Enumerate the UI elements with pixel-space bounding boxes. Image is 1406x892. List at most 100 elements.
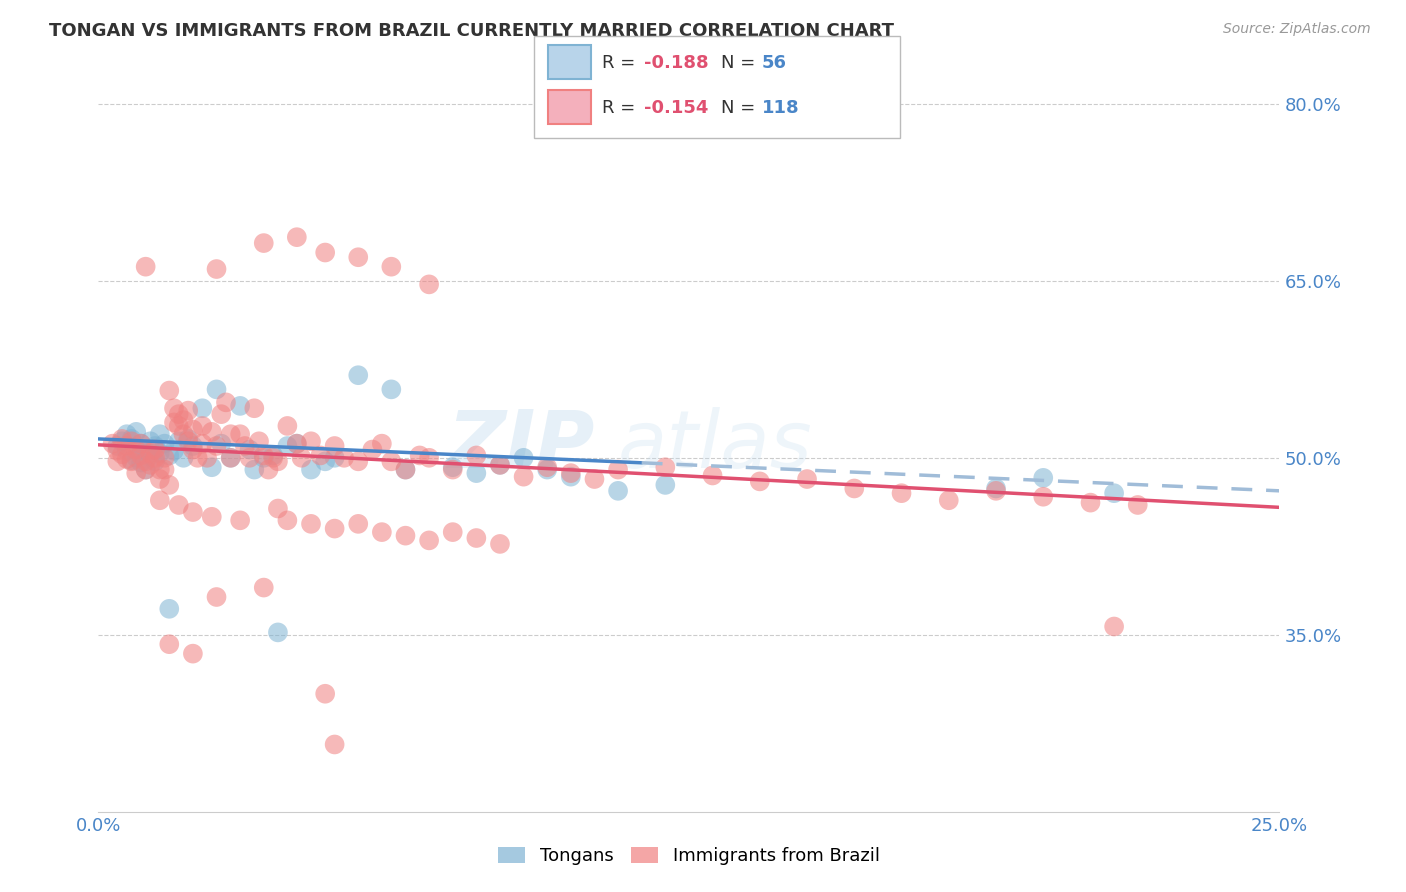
Legend: Tongans, Immigrants from Brazil: Tongans, Immigrants from Brazil [491,839,887,872]
Point [191,436,214,450]
Point [177,434,200,449]
Point [1102,619,1125,633]
Point [465,466,488,480]
Point [299,516,322,531]
Point [205,383,228,397]
Point [607,462,630,476]
Point [796,472,818,486]
Point [201,425,224,439]
Point [285,436,308,450]
Point [191,419,214,434]
Point [262,449,284,463]
Point [380,260,402,274]
Point [233,439,256,453]
Point [153,450,176,465]
Point [129,436,152,450]
Point [121,432,143,446]
Point [163,443,186,458]
Point [323,439,346,453]
Point [143,439,166,453]
Point [654,460,676,475]
Point [309,449,332,463]
Point [219,427,242,442]
Point [229,427,252,442]
Point [205,439,228,453]
Point [157,384,180,398]
Text: TONGAN VS IMMIGRANTS FROM BRAZIL CURRENTLY MARRIED CORRELATION CHART: TONGAN VS IMMIGRANTS FROM BRAZIL CURRENT… [49,22,894,40]
Point [215,395,238,409]
Point [129,449,152,463]
Text: R =: R = [602,54,641,71]
Point [121,434,143,449]
Point [285,436,308,450]
Point [172,427,194,442]
Point [239,442,262,457]
Point [163,401,186,416]
Point [129,436,152,450]
Point [347,516,370,531]
Point [844,482,866,496]
Point [139,458,162,472]
Point [219,450,242,465]
Point [111,432,134,446]
Point [347,454,370,468]
Point [181,442,204,457]
Point [191,401,214,416]
Point [314,245,336,260]
Point [181,439,204,453]
Point [299,462,322,476]
Text: 118: 118 [762,99,800,117]
Point [135,462,157,476]
Point [177,432,200,446]
Point [253,581,276,595]
Point [441,462,464,476]
Point [267,501,290,516]
Text: N =: N = [721,54,761,71]
Point [489,537,512,551]
Point [257,462,280,476]
Point [139,434,162,449]
Point [115,439,138,453]
Point [267,454,290,468]
Point [125,450,148,465]
Point [201,460,224,475]
Point [253,236,276,251]
Point [149,462,172,476]
Point [195,450,218,465]
Point [139,446,162,460]
Text: -0.154: -0.154 [644,99,709,117]
Point [105,443,128,458]
Point [129,456,152,470]
Point [347,250,370,264]
Point [219,450,242,465]
Point [418,533,440,548]
Point [247,434,270,449]
Point [125,442,148,457]
Point [347,368,370,383]
Point [465,449,488,463]
Text: atlas: atlas [619,407,813,485]
Point [243,401,266,416]
Point [181,505,204,519]
Point [512,469,534,483]
Point [111,434,134,449]
Point [702,468,724,483]
Point [125,425,148,439]
Point [143,450,166,465]
Point [262,450,284,465]
Point [243,462,266,476]
Point [167,434,190,449]
Point [408,449,430,463]
Point [157,637,180,651]
Point [177,403,200,417]
Point [101,436,124,450]
Point [276,439,298,453]
Point [380,383,402,397]
Point [418,277,440,292]
Point [135,454,157,468]
Point [143,442,166,457]
Point [157,478,180,492]
Point [938,493,960,508]
Point [229,399,252,413]
Point [149,472,172,486]
